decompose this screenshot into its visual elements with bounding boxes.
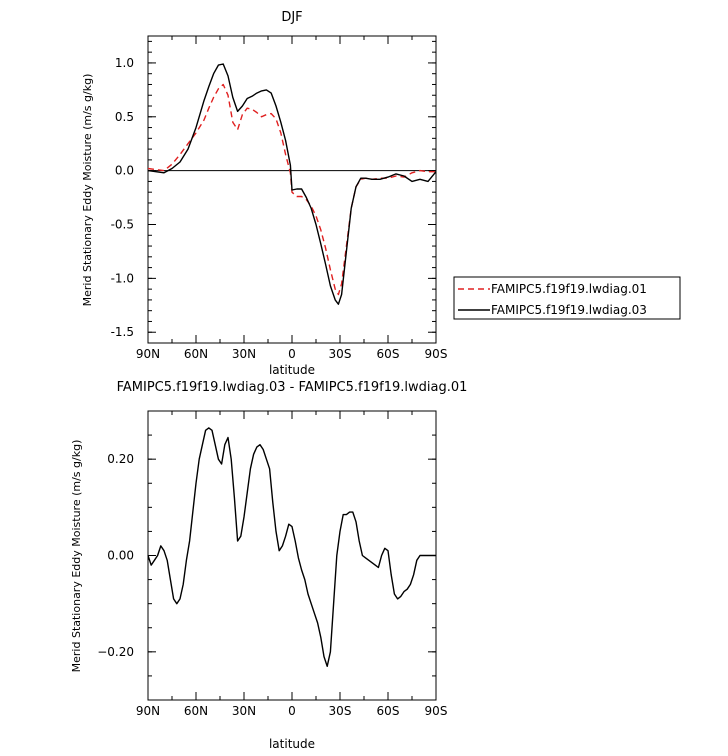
y-tick-label: −0.20 [97, 645, 134, 659]
y-tick-label: 0.20 [107, 452, 134, 466]
x-tick-label: 30N [232, 704, 256, 718]
y-tick-label: 0.5 [115, 110, 134, 124]
y-tick-label: 0.00 [107, 549, 134, 563]
x-tick-label: 90S [425, 347, 448, 361]
x-axis-label: latitude [269, 363, 315, 377]
series-line-2 [147, 63, 437, 305]
legend-label-series-1: FAMIPC5.f19f19.lwdiag.01 [491, 282, 647, 296]
x-tick-label: 60S [377, 347, 400, 361]
legend-label-series-2: FAMIPC5.f19f19.lwdiag.03 [491, 303, 647, 317]
y-axis-label: Merid Stationary Eddy Moisture (m/s g/kg… [81, 74, 94, 307]
x-tick-label: 60N [184, 704, 208, 718]
x-tick-label: 0 [288, 347, 296, 361]
top-panel: DJF latitude Merid Stationary Eddy Moist… [81, 10, 447, 377]
x-tick-label: 30S [329, 704, 352, 718]
x-tick-label: 90N [136, 347, 160, 361]
x-tick-label: 60S [377, 704, 400, 718]
y-tick-label: 1.0 [115, 56, 134, 70]
x-tick-label: 90S [425, 704, 448, 718]
x-tick-label: 0 [288, 704, 296, 718]
legend: FAMIPC5.f19f19.lwdiag.01 FAMIPC5.f19f19.… [453, 276, 681, 320]
series-line-1 [147, 427, 436, 667]
y-tick-label: -1.0 [111, 271, 134, 285]
x-axis-label: latitude [269, 737, 315, 751]
y-tick-label: 0.0 [115, 164, 134, 178]
chart-title: DJF [281, 10, 302, 25]
plot-frame [147, 410, 437, 701]
bottom-panel: FAMIPC5.f19f19.lwdiag.03 - FAMIPC5.f19f1… [70, 380, 467, 751]
difference-chart-title: FAMIPC5.f19f19.lwdiag.03 - FAMIPC5.f19f1… [117, 380, 468, 395]
x-tick-label: 30S [329, 347, 352, 361]
legend-box [453, 276, 681, 320]
y-axis-label: Merid Stationary Eddy Moisture (m/s g/kg… [70, 440, 83, 673]
y-tick-label: -0.5 [111, 218, 134, 232]
x-tick-label: 30N [232, 347, 256, 361]
x-tick-label: 90N [136, 704, 160, 718]
x-tick-label: 60N [184, 347, 208, 361]
y-tick-label: -1.5 [111, 325, 134, 339]
